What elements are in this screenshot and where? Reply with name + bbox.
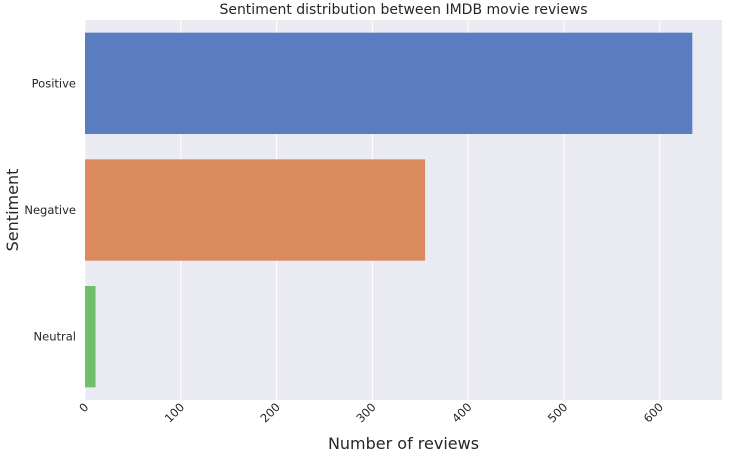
y-tick-labels: Positive Negative Neutral	[24, 76, 76, 343]
y-tick-label: Negative	[24, 203, 76, 217]
bars	[85, 32, 693, 388]
bar-negative	[85, 159, 426, 261]
y-tick-label: Positive	[32, 76, 76, 90]
y-axis-label: Sentiment	[3, 169, 22, 252]
x-tick-label: 500	[545, 400, 570, 425]
x-axis-label: Number of reviews	[328, 434, 479, 453]
x-tick-label: 400	[449, 400, 474, 425]
chart-title: Sentiment distribution between IMDB movi…	[219, 2, 587, 18]
x-tick-label: 100	[162, 400, 187, 425]
bar-neutral	[85, 286, 96, 388]
x-tick-label: 0	[76, 400, 91, 415]
y-tick-label: Neutral	[34, 330, 76, 344]
x-tick-labels: 0 100 200 300 400 500 600	[76, 400, 666, 425]
x-tick-label: 200	[258, 400, 283, 425]
x-tick-label: 600	[641, 400, 666, 425]
bar-positive	[85, 32, 693, 134]
x-tick-label: 300	[353, 400, 378, 425]
